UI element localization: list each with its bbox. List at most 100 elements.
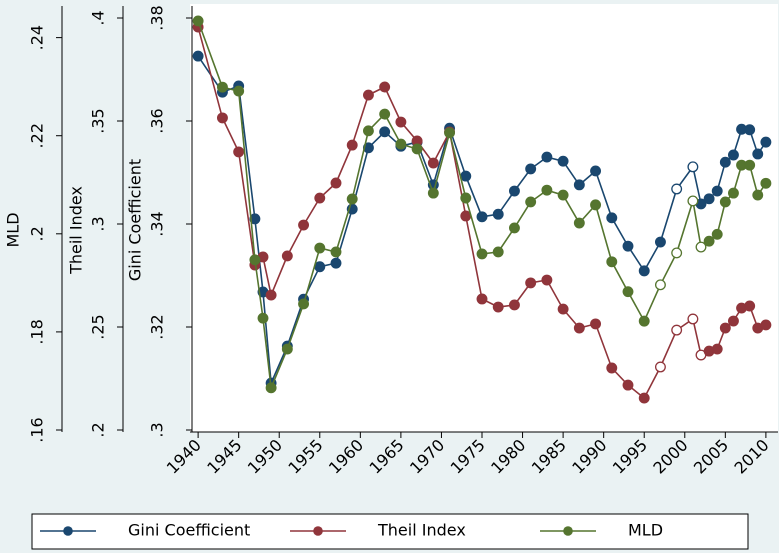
data-point (411, 143, 423, 155)
data-point (654, 279, 666, 291)
data-point (573, 217, 585, 229)
data-point (622, 379, 634, 391)
data-point (703, 193, 715, 205)
data-point (671, 247, 683, 259)
y-tick-label: .16 (28, 417, 47, 442)
y-tick-label: .38 (148, 5, 167, 30)
legend-label: Theil Index (377, 521, 466, 540)
data-point (744, 300, 756, 312)
data-point (395, 138, 407, 150)
data-point (395, 116, 407, 128)
data-point (492, 246, 504, 258)
data-point (760, 319, 772, 331)
data-point (314, 242, 326, 254)
data-point (654, 361, 666, 373)
data-point (719, 196, 731, 208)
data-point (233, 146, 245, 158)
data-point (752, 148, 764, 160)
y-tick-label: .35 (89, 108, 108, 133)
data-point (492, 301, 504, 313)
data-point (622, 286, 634, 298)
data-point (346, 193, 358, 205)
data-point (249, 213, 261, 225)
data-point (298, 219, 310, 231)
data-point (638, 392, 650, 404)
data-point (671, 324, 683, 336)
data-point (427, 157, 439, 169)
data-point (460, 192, 472, 204)
y-tick-label: .24 (28, 25, 47, 50)
data-point (760, 136, 772, 148)
y-axis-title: Gini Coefficient (126, 159, 145, 281)
data-point (330, 246, 342, 258)
data-point (525, 277, 537, 289)
data-point (711, 343, 723, 355)
data-point (508, 222, 520, 234)
data-point (508, 299, 520, 311)
data-point (711, 185, 723, 197)
data-point (727, 187, 739, 199)
y-tick-label: .36 (148, 108, 167, 133)
y-tick-label: .34 (148, 211, 167, 236)
data-point (606, 362, 618, 374)
data-point (687, 313, 699, 325)
legend-marker (313, 526, 323, 536)
legend-box (31, 513, 749, 550)
y-tick-label: .2 (89, 422, 108, 437)
data-point (427, 187, 439, 199)
data-point (541, 151, 553, 163)
data-point (654, 236, 666, 248)
data-point (525, 196, 537, 208)
data-point (492, 208, 504, 220)
data-point (257, 312, 269, 324)
data-point (752, 189, 764, 201)
data-point (249, 254, 261, 266)
data-point (541, 184, 553, 196)
data-point (233, 85, 245, 97)
y-tick-label: .25 (89, 314, 108, 339)
data-point (460, 170, 472, 182)
legend-marker (63, 526, 73, 536)
data-point (476, 293, 488, 305)
data-point (508, 185, 520, 197)
data-point (703, 235, 715, 247)
y-tick-label: .4 (89, 10, 108, 25)
y-tick-label: .3 (89, 216, 108, 231)
data-point (590, 165, 602, 177)
data-point (687, 195, 699, 207)
data-point (330, 257, 342, 269)
data-point (711, 228, 723, 240)
data-point (298, 298, 310, 310)
legend-label: MLD (628, 521, 663, 540)
data-point (719, 156, 731, 168)
data-point (281, 343, 293, 355)
data-point (362, 125, 374, 137)
data-point (362, 89, 374, 101)
y-axis-title: MLD (4, 212, 23, 247)
data-point (671, 183, 683, 195)
data-point (744, 124, 756, 136)
data-point (727, 315, 739, 327)
y-tick-label: .2 (28, 226, 47, 241)
data-point (557, 189, 569, 201)
legend-marker (563, 526, 573, 536)
data-point (192, 50, 204, 62)
data-point (719, 322, 731, 334)
data-point (622, 240, 634, 252)
y-axis-title: Theil Index (67, 186, 86, 275)
data-point (281, 250, 293, 262)
data-point (760, 177, 772, 189)
data-point (379, 126, 391, 138)
data-point (744, 159, 756, 171)
data-point (379, 108, 391, 120)
data-point (638, 315, 650, 327)
data-point (687, 161, 699, 173)
data-point (216, 81, 228, 93)
data-point (444, 127, 456, 139)
data-point (346, 139, 358, 151)
data-point (590, 318, 602, 330)
data-point (314, 192, 326, 204)
data-point (557, 303, 569, 315)
